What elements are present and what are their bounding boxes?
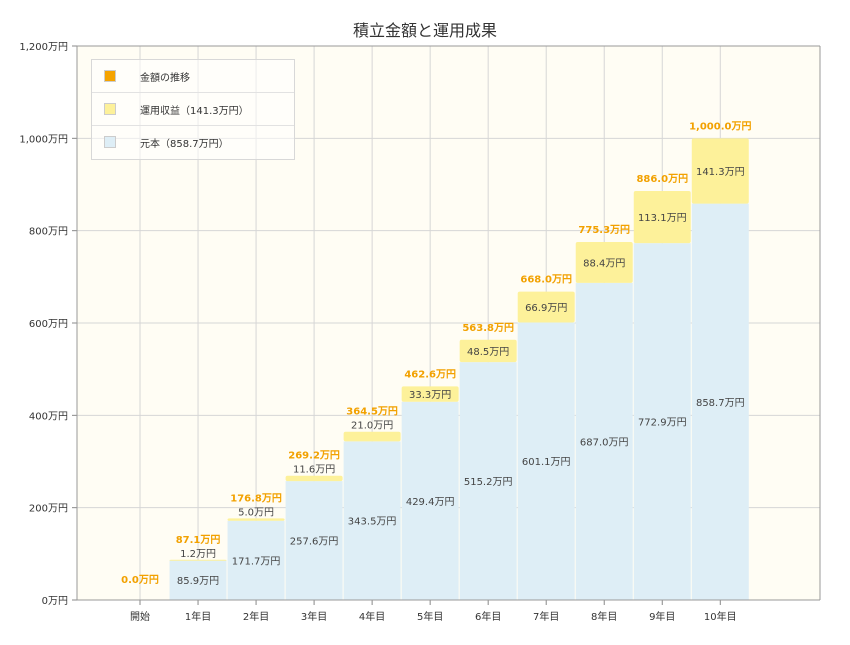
bar-returns (401, 386, 459, 402)
legend-item-returns[interactable]: 運用収益（141.3万円） (92, 93, 294, 126)
y-tick-label: 0万円 (42, 596, 68, 607)
x-tick-label: 5年目 (417, 610, 443, 623)
y-tick-label: 600万円 (29, 319, 68, 330)
legend: 金額の推移 運用収益（141.3万円） 元本（858.7万円） (91, 59, 295, 160)
bar-label-principal: 171.7万円 (232, 556, 281, 567)
bar-returns (517, 291, 575, 323)
bar-label-principal: 687.0万円 (580, 437, 629, 448)
legend-swatch-returns (104, 103, 116, 115)
bar-returns (459, 339, 517, 363)
bar-label-total: 563.8万円 (462, 322, 514, 334)
bar-principal (169, 560, 227, 600)
bar-label-total: 176.8万円 (230, 492, 282, 504)
legend-label-totals: 金額の推移 (140, 73, 190, 84)
bar-label-total: 668.0万円 (520, 274, 572, 286)
x-tick-label: 1年目 (185, 610, 211, 623)
bar-label-principal: 858.7万円 (696, 398, 745, 409)
x-tick-label: 8年目 (591, 610, 617, 623)
bar-principal (459, 362, 517, 600)
bar-label-returns: 33.3万円 (409, 390, 451, 401)
bar-label-principal: 515.2万円 (464, 477, 513, 488)
chart-title: 積立金額と運用成果 (352, 21, 497, 40)
bar-principal (633, 243, 691, 600)
bar-principal (691, 203, 749, 600)
bar-returns (343, 431, 401, 442)
bar-returns (575, 242, 633, 283)
bar-label-total: 462.6万円 (404, 368, 456, 380)
bar-label-total: 87.1万円 (176, 534, 221, 546)
bar-label-principal: 257.6万円 (290, 537, 339, 548)
bar-label-returns: 21.0万円 (351, 421, 393, 432)
y-tick-label: 1,000万円 (19, 134, 68, 145)
y-tick-label: 200万円 (29, 504, 68, 515)
x-tick-label: 開始 (130, 610, 150, 623)
bar-label-principal: 601.1万円 (522, 457, 571, 468)
x-tick-label: 4年目 (359, 610, 385, 623)
bars (169, 138, 749, 600)
bar-label-returns: 66.9万円 (525, 303, 567, 314)
bar-label-total: 364.5万円 (346, 406, 398, 418)
bar-label-total: 1,000.0万円 (689, 120, 751, 132)
bar-label-principal: 85.9万円 (177, 576, 219, 587)
y-tick-label: 400万円 (29, 411, 68, 422)
y-tick-label: 1,200万円 (19, 42, 68, 53)
bar-principal (517, 322, 575, 600)
legend-item-principal[interactable]: 元本（858.7万円） (92, 126, 294, 159)
bar-principal (227, 520, 285, 600)
legend-label-returns: 運用収益（141.3万円） (140, 106, 249, 117)
legend-swatch-principal (104, 136, 116, 148)
legend-swatch-totals (104, 70, 116, 82)
bar-label-returns: 113.1万円 (638, 213, 687, 224)
x-tick-label: 6年目 (475, 610, 501, 623)
bar-label-returns: 88.4万円 (583, 258, 625, 269)
bar-label-returns: 141.3万円 (696, 167, 745, 178)
bar-returns (633, 190, 691, 244)
x-tick-label: 7年目 (533, 610, 559, 623)
bar-label-returns: 11.6万円 (293, 465, 335, 476)
bar-principal (575, 282, 633, 600)
bar-label-total: 775.3万円 (578, 224, 630, 236)
bar-principal (401, 401, 459, 600)
x-tick-label: 9年目 (649, 610, 675, 623)
bar-principal (343, 441, 401, 600)
bar-returns (691, 138, 749, 204)
bar-returns (227, 518, 285, 521)
bar-label-returns: 48.5万円 (467, 347, 509, 358)
y-tick-label: 800万円 (29, 227, 68, 238)
bar-label-returns: 5.0万円 (238, 507, 274, 518)
bar-label-principal: 343.5万円 (348, 517, 397, 528)
bar-returns (169, 559, 227, 561)
x-tick-label: 10年目 (704, 610, 737, 623)
bar-label-total: 886.0万円 (636, 173, 688, 185)
bar-label-returns: 1.2万円 (180, 549, 216, 560)
legend-label-principal: 元本（858.7万円） (140, 139, 229, 150)
bar-principal (285, 481, 343, 600)
x-tick-label: 3年目 (301, 610, 327, 623)
bar-returns (285, 475, 343, 482)
bar-label-principal: 772.9万円 (638, 418, 687, 429)
legend-item-totals[interactable]: 金額の推移 (92, 60, 294, 93)
bar-label-total: 269.2万円 (288, 450, 340, 462)
x-tick-label: 2年目 (243, 610, 269, 623)
bar-label-principal: 429.4万円 (406, 497, 455, 508)
bar-labels: 0.0万円 85.9万円 1.2万円 87.1万円 171.7万円 5.0万円 176.8万… (121, 120, 751, 587)
bar-label-total: 0.0万円 (121, 574, 159, 586)
